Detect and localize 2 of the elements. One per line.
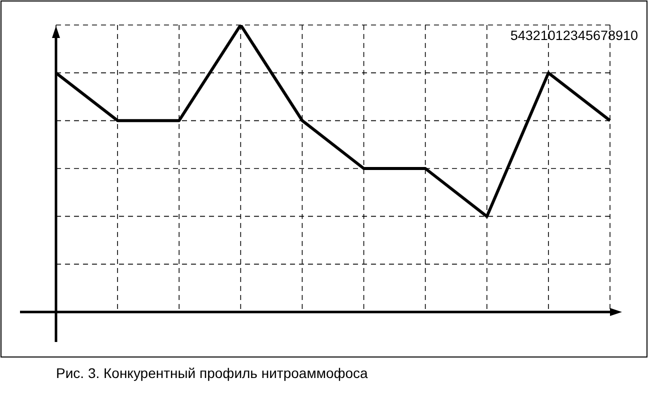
text: Рис. 3. Конкурентный профиль нитроаммофоса: [56, 365, 368, 381]
annotation: 54321012345678910: [510, 28, 638, 43]
